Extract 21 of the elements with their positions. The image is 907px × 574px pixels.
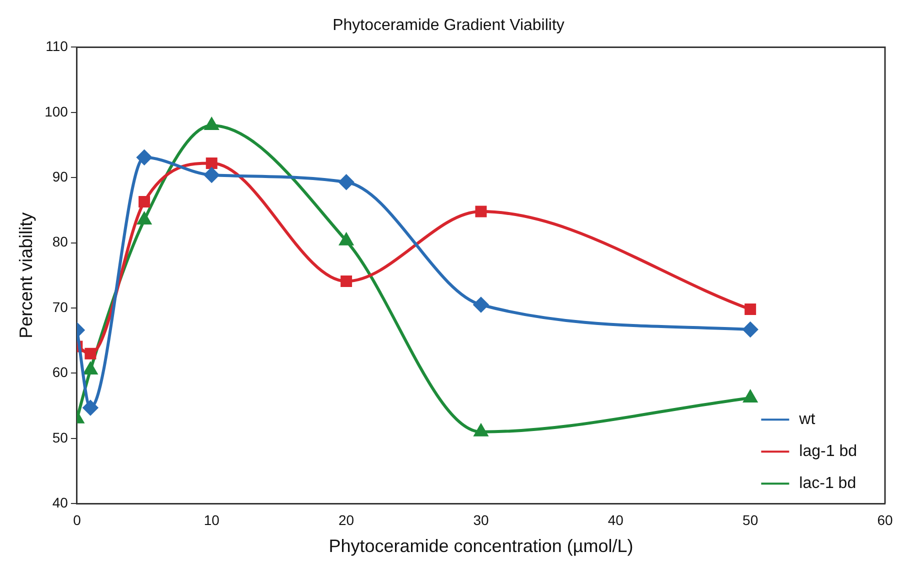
- legend-label: wt: [798, 411, 816, 428]
- legend-label: lag-1 bd: [799, 443, 858, 460]
- x-tick-label: 20: [338, 512, 354, 528]
- legend-label: lac-1 bd: [799, 475, 856, 492]
- y-axis-title: Percent viability: [16, 212, 36, 338]
- y-tick-label: 80: [52, 234, 68, 250]
- x-tick-label: 40: [608, 512, 624, 528]
- y-tick-label: 50: [52, 429, 68, 446]
- y-tick-label: 60: [52, 364, 68, 380]
- x-tick-label: 60: [877, 512, 893, 528]
- y-tick-label: 110: [46, 38, 68, 54]
- x-axis-title: Phytoceramide concentration (µmol/L): [328, 536, 634, 556]
- x-tick-label: 0: [73, 512, 82, 528]
- x-tick-label: 50: [742, 512, 758, 528]
- x-tick-label: 10: [204, 512, 220, 528]
- y-tick-label: 100: [44, 103, 68, 120]
- y-tick-label: 70: [52, 298, 68, 315]
- y-tick-label: 90: [52, 168, 68, 184]
- x-tick-label: 30: [473, 512, 489, 528]
- chart-title: Phytoceramide Gradient Viability: [332, 17, 564, 34]
- y-tick-label: 40: [52, 494, 68, 510]
